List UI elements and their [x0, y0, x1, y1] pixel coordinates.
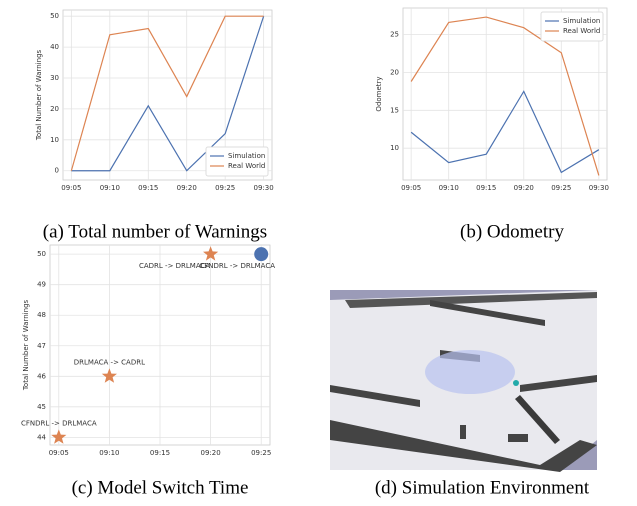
chart: 0 10 20 30 40 50 09:05 09:10 09:15 09:20 09:25 09:3… [35, 9, 274, 242]
x-tick-label: 09:20 [177, 184, 197, 192]
y-tick-label: 47 [37, 342, 46, 350]
line [410, 16, 600, 176]
x-tick-label: 09:20 [201, 449, 221, 457]
x-tick-label: 09:05 [61, 184, 81, 192]
y-tick-label: 30 [50, 74, 59, 82]
y-tick-label: 15 [390, 106, 399, 114]
point [254, 247, 269, 262]
y-tick-label: 20 [390, 68, 399, 76]
legend-label: Simulation [228, 152, 265, 160]
y-tick-label: 25 [390, 31, 399, 39]
x-tick-label: 09:25 [551, 184, 571, 192]
point-label: DRLMACA -> CADRL [74, 358, 145, 366]
y-tick-label: 45 [37, 403, 46, 411]
caption: (c) Model Switch Time [72, 477, 249, 498]
y-tick-label: 50 [50, 12, 59, 20]
x-tick-label: 09:10 [100, 184, 120, 192]
y-tick-label: 49 [37, 281, 46, 289]
y-tick-label: 48 [37, 311, 46, 319]
y-axis-label: Total Number of Warnings [22, 299, 30, 391]
y-tick-label: 10 [390, 144, 399, 152]
point-label: CFNDRL -> DRLMACA [199, 262, 275, 270]
x-tick-label: 09:25 [251, 449, 271, 457]
y-tick-label: 10 [50, 136, 59, 144]
x-tick-label: 09:10 [439, 184, 459, 192]
y-axis-label: Total Number of Warnings [35, 49, 43, 141]
line [410, 90, 600, 174]
x-tick-label: 09:20 [514, 184, 534, 192]
point [101, 368, 117, 383]
point [203, 246, 219, 261]
y-tick-label: 20 [50, 105, 59, 113]
simulation-image [330, 290, 597, 472]
x-tick-label: 09:10 [99, 449, 119, 457]
x-tick-label: 09:25 [215, 184, 235, 192]
y-tick-label: 46 [37, 372, 46, 380]
x-tick-label: 09:15 [476, 184, 496, 192]
line [70, 15, 264, 171]
point [51, 429, 67, 444]
point-label: CFNDRL -> DRLMACA [21, 419, 97, 427]
x-tick-label: 09:15 [150, 449, 170, 457]
y-tick-label: 50 [37, 250, 46, 258]
x-tick-label: 09:30 [589, 184, 609, 192]
chart: 44 45 46 47 48 49 50 09:05 09:10 09:15 09:20 09:25 T… [21, 244, 275, 498]
x-tick-label: 09:05 [49, 449, 69, 457]
x-tick-label: 09:05 [401, 184, 421, 192]
caption: (a) Total number of Warnings [43, 221, 267, 242]
legend [540, 11, 604, 42]
point-label: CADRL -> DRLMACA [139, 262, 210, 270]
chart: 10 15 20 25 09:05 09:10 09:15 09:20 09:25 09:30 Od… [375, 7, 609, 242]
x-tick-label: 09:15 [138, 184, 158, 192]
y-tick-label: 0 [55, 167, 59, 175]
legend-label: Real World [228, 162, 265, 170]
caption: (b) Odometry [460, 221, 564, 242]
y-axis-label: Odometry [375, 76, 383, 111]
caption: (d) Simulation Environment [375, 477, 590, 498]
y-tick-label: 44 [37, 433, 46, 441]
legend-label: Real World [563, 27, 600, 35]
line [71, 15, 265, 172]
legend [205, 146, 269, 177]
y-tick-label: 40 [50, 43, 59, 51]
x-tick-label: 09:30 [254, 184, 274, 192]
legend-label: Simulation [563, 17, 600, 25]
